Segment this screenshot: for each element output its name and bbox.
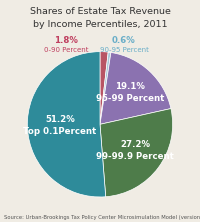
Text: 90-95 Percent: 90-95 Percent (100, 47, 148, 53)
Text: 51.2%
Top 0.1Percent: 51.2% Top 0.1Percent (23, 115, 97, 136)
Wedge shape (100, 52, 108, 124)
Wedge shape (100, 52, 171, 124)
Text: 0-90 Percent: 0-90 Percent (44, 47, 88, 53)
Wedge shape (100, 52, 111, 124)
Wedge shape (27, 52, 106, 197)
Text: Source: Urban-Brookings Tax Policy Center Microsimulation Model (version 0411-2): Source: Urban-Brookings Tax Policy Cente… (4, 215, 200, 220)
Text: 0.6%: 0.6% (112, 36, 136, 45)
Text: 27.2%
99-99.9 Percent: 27.2% 99-99.9 Percent (96, 140, 174, 161)
Text: 19.1%
95-99 Percent: 19.1% 95-99 Percent (96, 82, 164, 103)
Text: 1.8%: 1.8% (54, 36, 78, 45)
Text: by Income Percentiles, 2011: by Income Percentiles, 2011 (33, 20, 167, 29)
Text: Shares of Estate Tax Revenue: Shares of Estate Tax Revenue (30, 7, 170, 16)
Wedge shape (100, 109, 173, 197)
